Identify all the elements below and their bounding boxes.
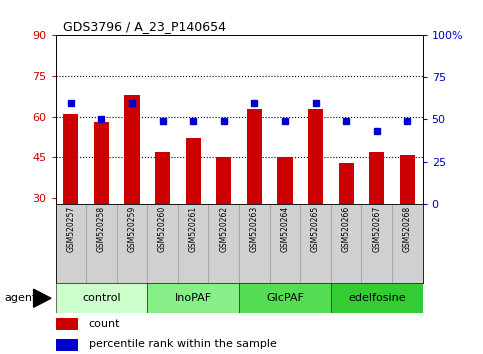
Bar <box>56 204 86 283</box>
Bar <box>239 283 331 313</box>
Text: count: count <box>88 319 120 329</box>
Bar <box>117 204 147 283</box>
Text: GSM520261: GSM520261 <box>189 206 198 252</box>
Text: GSM520258: GSM520258 <box>97 206 106 252</box>
Text: GSM520259: GSM520259 <box>128 206 137 252</box>
Bar <box>247 109 262 204</box>
Text: GSM520266: GSM520266 <box>341 206 351 252</box>
Bar <box>400 155 415 204</box>
Text: GSM520262: GSM520262 <box>219 206 228 252</box>
Bar <box>277 158 293 204</box>
Bar <box>147 283 239 313</box>
Text: InoPAF: InoPAF <box>175 293 212 303</box>
Text: GSM520260: GSM520260 <box>158 206 167 252</box>
Text: GSM520265: GSM520265 <box>311 206 320 252</box>
Bar <box>331 283 423 313</box>
Text: edelfosine: edelfosine <box>348 293 406 303</box>
Text: GSM520267: GSM520267 <box>372 206 381 252</box>
Bar <box>86 204 117 283</box>
Bar <box>125 95 140 204</box>
Text: GSM520268: GSM520268 <box>403 206 412 252</box>
Bar <box>339 163 354 204</box>
Bar <box>56 318 78 330</box>
Text: GDS3796 / A_23_P140654: GDS3796 / A_23_P140654 <box>63 20 226 33</box>
Text: GSM520263: GSM520263 <box>250 206 259 252</box>
Text: GSM520264: GSM520264 <box>281 206 289 252</box>
Bar <box>56 338 78 351</box>
Text: GlcPAF: GlcPAF <box>266 293 304 303</box>
Text: percentile rank within the sample: percentile rank within the sample <box>88 339 276 349</box>
Bar <box>178 204 209 283</box>
Bar <box>94 122 109 204</box>
Bar <box>331 204 361 283</box>
Bar <box>216 158 231 204</box>
Bar <box>155 152 170 204</box>
Bar <box>63 114 78 204</box>
Bar <box>185 138 201 204</box>
Bar <box>392 204 423 283</box>
Bar <box>209 204 239 283</box>
Text: control: control <box>82 293 121 303</box>
Bar <box>361 204 392 283</box>
Bar <box>147 204 178 283</box>
Text: GSM520257: GSM520257 <box>66 206 75 252</box>
Text: agent: agent <box>5 293 37 303</box>
Bar <box>270 204 300 283</box>
Bar <box>239 204 270 283</box>
Bar <box>308 109 323 204</box>
Bar <box>56 283 147 313</box>
Bar <box>369 152 384 204</box>
Polygon shape <box>34 289 51 307</box>
Bar <box>300 204 331 283</box>
